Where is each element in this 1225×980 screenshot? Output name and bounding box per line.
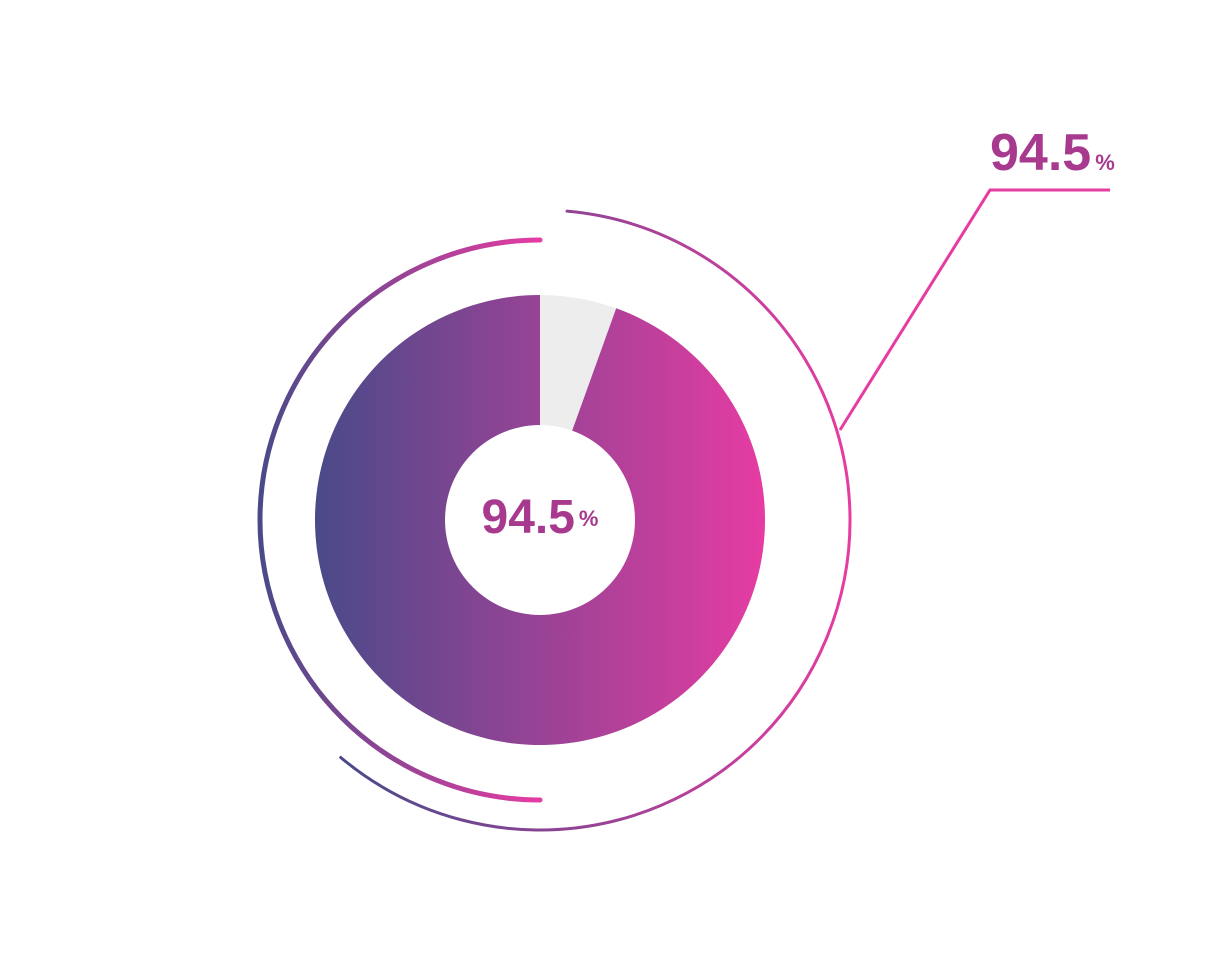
callout-value-number: 94.5 <box>990 124 1091 182</box>
center-percent-sign: % <box>579 506 599 531</box>
callout-percent-sign: % <box>1095 150 1115 175</box>
callout-leader-line <box>840 190 1110 430</box>
center-value-number: 94.5 <box>482 491 575 544</box>
chart-stage: 94.5% 94.5% <box>0 0 1225 980</box>
callout-value-label: 94.5% <box>990 124 1115 182</box>
donut-chart-svg: 94.5% 94.5% <box>0 0 1225 980</box>
